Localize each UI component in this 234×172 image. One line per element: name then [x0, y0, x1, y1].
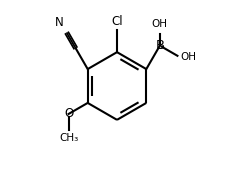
Text: B: B [155, 39, 165, 52]
Text: CH₃: CH₃ [59, 133, 78, 143]
Text: OH: OH [181, 52, 197, 62]
Text: OH: OH [152, 19, 168, 29]
Text: N: N [54, 16, 63, 29]
Text: Cl: Cl [111, 15, 123, 28]
Text: O: O [64, 108, 73, 120]
